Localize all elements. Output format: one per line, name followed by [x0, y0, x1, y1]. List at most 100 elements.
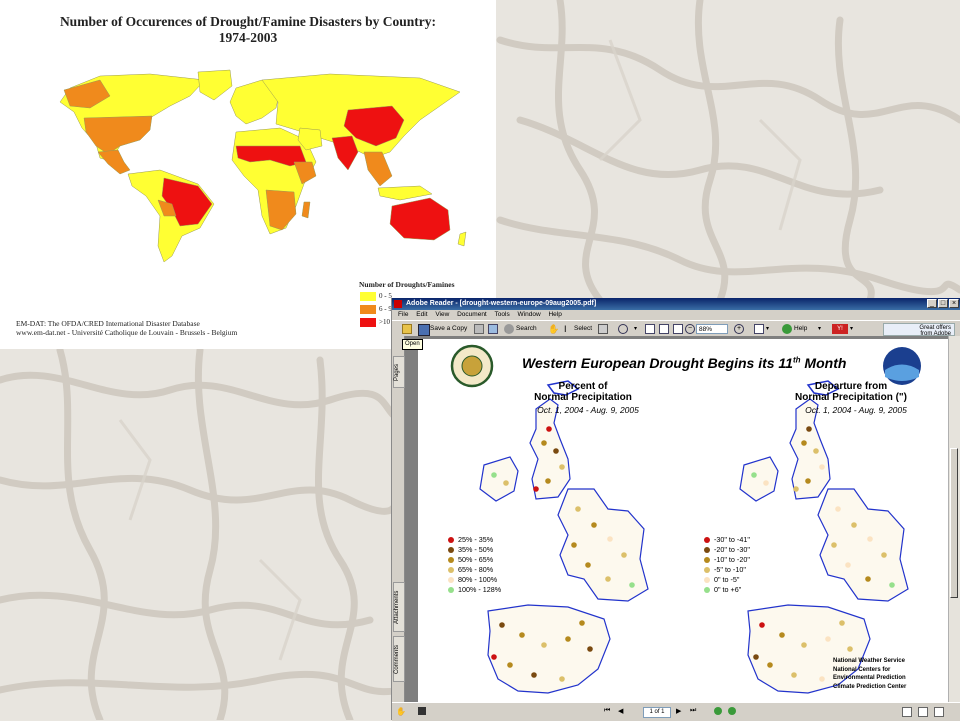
zoom-in-icon[interactable] — [618, 324, 628, 334]
world-legend-item-low: 0 - 5 — [360, 292, 392, 302]
document-viewport[interactable]: Western European Drought Begins its 11th… — [405, 336, 949, 702]
legend-item: 100% - 128% — [448, 585, 501, 595]
save-copy-button[interactable]: Save a Copy — [430, 325, 468, 332]
region-bolivia — [157, 199, 177, 217]
fit-page-icon[interactable] — [659, 324, 669, 334]
legend-item: -5" to -10" — [704, 565, 750, 575]
page-layout-icon[interactable] — [754, 324, 764, 334]
zoom-in-plus-icon[interactable]: + — [734, 324, 744, 334]
hand-tool-status-icon[interactable]: ✋ — [396, 707, 406, 716]
zoom-out-icon[interactable]: − — [685, 324, 695, 334]
menu-file[interactable]: File — [398, 311, 409, 318]
world-map-credits: EM-DAT: The OFDA/CRED International Disa… — [16, 319, 237, 337]
pdf-page-graphics — [450, 344, 921, 694]
world-drought-map-panel: Number of Occurences of Drought/Famine D… — [0, 0, 496, 349]
menu-bar: File Edit View Document Tools Window Hel… — [392, 310, 960, 320]
yahoo-toolbar-icon[interactable]: Y! — [832, 324, 848, 334]
tab-attachments[interactable]: Attachments — [393, 582, 405, 632]
actual-size-icon[interactable] — [645, 324, 655, 334]
continuous-icon[interactable] — [918, 707, 928, 717]
fit-width-icon[interactable] — [673, 324, 683, 334]
facing-icon[interactable] — [934, 707, 944, 717]
text-select-icon[interactable]: I — [564, 324, 567, 334]
chevron-down-icon[interactable]: ▾ — [818, 326, 822, 332]
menu-document[interactable]: Document — [457, 311, 487, 318]
tab-comments[interactable]: Comments — [393, 636, 405, 682]
credit-line-1: EM-DAT: The OFDA/CRED International Disa… — [16, 319, 200, 328]
snapshot-icon[interactable] — [598, 324, 608, 334]
document-icon[interactable] — [418, 707, 426, 715]
region-southern-africa — [265, 189, 297, 231]
pdf-page: Western European Drought Begins its 11th… — [418, 339, 949, 702]
world-legend-item-mid: 6 - 9 — [360, 305, 392, 315]
close-icon[interactable]: × — [949, 299, 959, 308]
document-title: Western European Drought Begins its 11th… — [522, 355, 847, 371]
print-icon[interactable] — [474, 324, 484, 334]
region-madagascar — [301, 201, 311, 219]
left-map-date-range: Oct. 1, 2004 - Aug. 9, 2005 — [537, 405, 639, 415]
region-mexico — [97, 149, 131, 175]
email-icon[interactable] — [488, 324, 498, 334]
go-forward-icon[interactable] — [728, 707, 736, 715]
minimize-icon[interactable]: _ — [927, 299, 937, 308]
legend-item: 50% - 65% — [448, 555, 501, 565]
open-tooltip: Open — [402, 339, 423, 350]
chevron-down-icon[interactable]: ▾ — [850, 326, 854, 332]
select-button[interactable]: Select — [574, 325, 593, 332]
great-offers-button[interactable]: Great offers from Adobe — [883, 323, 955, 337]
region-china — [343, 105, 405, 147]
page-indicator[interactable]: 1 of 1 — [643, 707, 671, 718]
first-page-icon[interactable]: ⏮ — [604, 707, 611, 714]
search-button[interactable]: Search — [516, 325, 537, 332]
window-title: Adobe Reader - [drought-western-europe-0… — [406, 300, 597, 307]
binoculars-icon[interactable] — [504, 324, 514, 334]
maximize-icon[interactable]: □ — [938, 299, 948, 308]
legend-item: 65% - 80% — [448, 565, 501, 575]
navigation-side-tabs: Pages Attachments Comments — [392, 336, 405, 702]
world-map — [59, 69, 467, 263]
menu-help[interactable]: Help — [548, 311, 562, 318]
help-button[interactable]: Help — [794, 325, 808, 332]
legend-item: 25% - 35% — [448, 535, 501, 545]
right-map-date-range: Oct. 1, 2004 - Aug. 9, 2005 — [805, 405, 907, 415]
chevron-down-icon[interactable]: ▾ — [766, 326, 770, 332]
region-sahel — [235, 145, 307, 167]
world-map-title: Number of Occurences of Drought/Famine D… — [0, 14, 496, 46]
world-map-title-line1: Number of Occurences of Drought/Famine D… — [59, 14, 437, 29]
single-page-icon[interactable] — [902, 707, 912, 717]
go-back-icon[interactable] — [714, 707, 722, 715]
menu-edit[interactable]: Edit — [416, 311, 428, 318]
last-page-icon[interactable]: ⏭ — [690, 707, 697, 714]
right-map-heading: Departure from Normal Precipitation (") — [795, 381, 907, 403]
left-map-legend: 25% - 35% 35% - 50% 50% - 65% 65% - 80% … — [448, 535, 501, 595]
legend-swatch — [360, 305, 376, 314]
chevron-down-icon[interactable]: ▾ — [634, 326, 638, 332]
right-station-dots — [751, 426, 895, 682]
menu-view[interactable]: View — [435, 311, 450, 318]
vertical-scrollbar[interactable] — [948, 336, 960, 702]
status-bar: ✋ ⏮ ◀ 1 of 1 ▶ ⏭ — [392, 702, 960, 721]
left-map-heading: Percent of Normal Precipitation — [534, 381, 632, 403]
open-folder-icon[interactable] — [402, 324, 412, 334]
menu-window[interactable]: Window — [517, 311, 541, 318]
next-page-icon[interactable]: ▶ — [676, 708, 682, 715]
hand-tool-icon[interactable]: ✋ — [548, 324, 560, 334]
menu-tools[interactable]: Tools — [494, 311, 510, 318]
scrollbar-thumb[interactable] — [950, 448, 958, 598]
world-map-title-line2: 1974-2003 — [218, 30, 278, 45]
region-greenland — [197, 69, 233, 101]
prev-page-icon[interactable]: ◀ — [618, 708, 624, 715]
right-europe-map — [739, 380, 909, 694]
save-icon[interactable] — [418, 324, 430, 336]
window-titlebar[interactable]: Adobe Reader - [drought-western-europe-0… — [392, 298, 960, 310]
region-india — [331, 135, 359, 171]
help-icon[interactable] — [782, 324, 792, 334]
region-australia — [389, 197, 451, 241]
zoom-field[interactable]: 88% — [696, 324, 728, 334]
tab-pages[interactable]: Pages — [393, 356, 405, 388]
legend-swatch — [360, 292, 376, 301]
world-map-legend-title: Number of Droughts/Famines — [359, 280, 455, 289]
right-map-legend: -30" to -41" -20" to -30" -10" to -20" -… — [704, 535, 750, 595]
credit-line-2: www.em-dat.net - Université Catholique d… — [16, 328, 238, 337]
legend-item: 0" to +6" — [704, 585, 750, 595]
